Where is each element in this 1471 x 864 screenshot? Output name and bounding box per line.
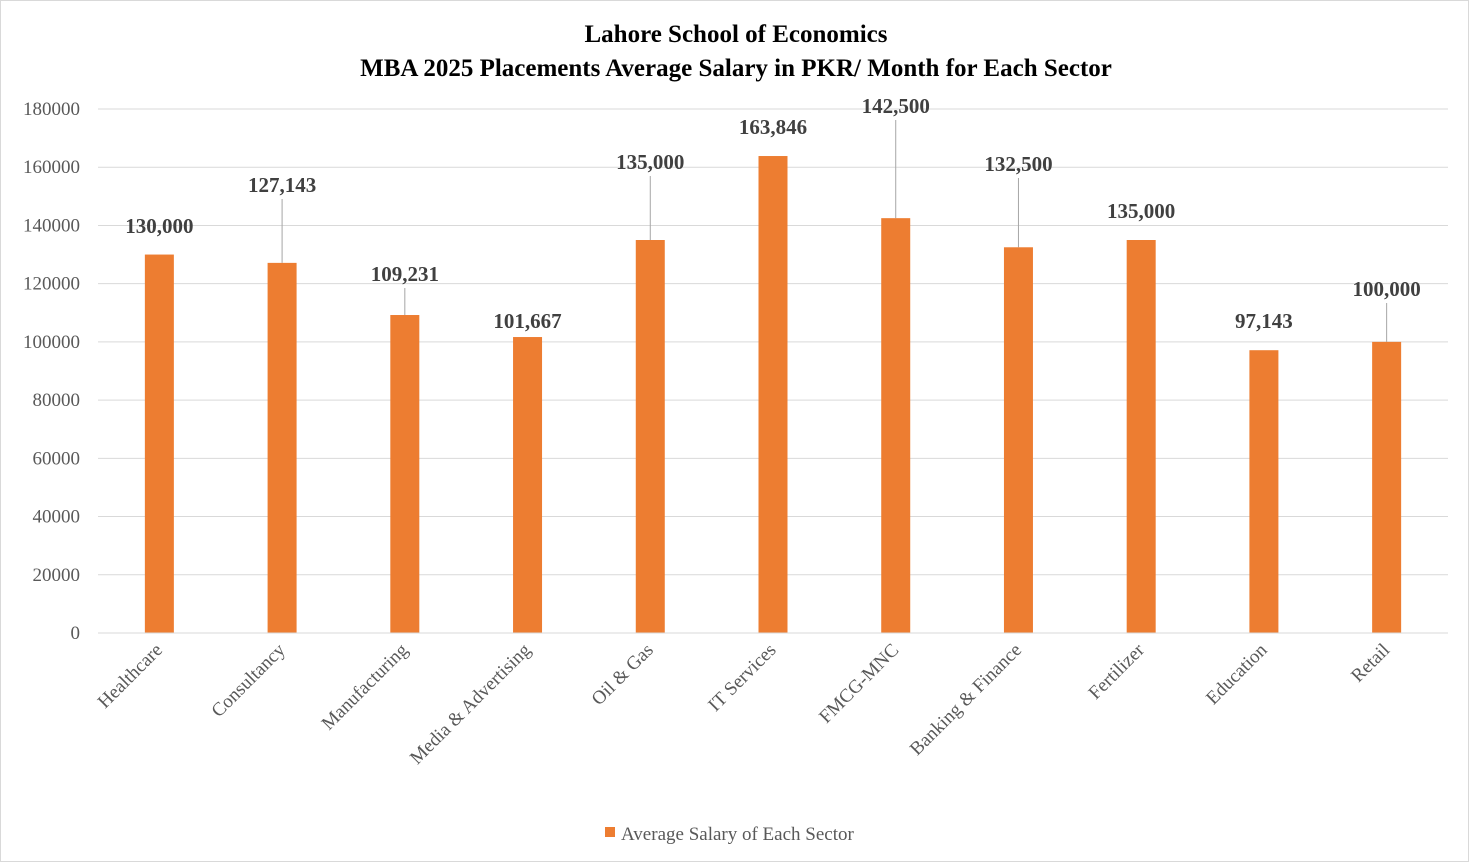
y-tick-label: 120000 xyxy=(23,274,80,295)
data-label: 109,231 xyxy=(371,262,439,286)
x-tick-label: Consultancy xyxy=(208,639,290,721)
x-tick-label: FMCG-MNC xyxy=(815,640,903,728)
x-tick-label: IT Services xyxy=(704,640,780,716)
data-label: 163,846 xyxy=(739,115,807,139)
bar xyxy=(513,337,543,633)
data-label: 101,667 xyxy=(493,309,561,333)
data-label: 100,000 xyxy=(1353,277,1421,301)
x-tick-label: Healthcare xyxy=(94,640,167,713)
x-tick-label: Education xyxy=(1202,639,1272,709)
x-tick-label: Media & Advertising xyxy=(406,639,535,768)
x-tick-label: Fertilizer xyxy=(1085,639,1150,704)
data-label: 135,000 xyxy=(616,150,684,174)
bars xyxy=(144,156,1402,634)
data-label: 127,143 xyxy=(248,173,316,197)
chart-subtitle: MBA 2025 Placements Average Salary in PK… xyxy=(360,55,1112,82)
y-tick-label: 140000 xyxy=(23,215,80,236)
x-tick-label: Manufacturing xyxy=(318,639,413,734)
y-tick-label: 0 xyxy=(71,623,81,644)
data-label: 130,000 xyxy=(125,214,193,238)
y-tick-label: 40000 xyxy=(33,507,81,528)
bar xyxy=(1372,341,1402,633)
x-tick-label: Oil & Gas xyxy=(588,640,658,710)
bar xyxy=(144,254,174,634)
bar xyxy=(635,240,665,633)
data-label: 132,500 xyxy=(984,152,1052,176)
y-tick-label: 60000 xyxy=(33,448,81,469)
bar xyxy=(758,156,788,633)
y-tick-label: 20000 xyxy=(33,565,81,586)
chart-title: Lahore School of Economics xyxy=(584,21,887,48)
y-tick-label: 160000 xyxy=(23,157,80,178)
bar xyxy=(1003,247,1033,633)
y-axis-ticks: 0 20000 40000 60000 80000 100000 120000 140000 1… xyxy=(23,99,80,644)
bar xyxy=(1126,240,1156,633)
bar xyxy=(881,218,911,633)
data-label: 97,143 xyxy=(1235,309,1293,333)
data-label: 142,500 xyxy=(862,94,930,118)
data-labels: 130,000 127,143 109,231 101,667 135,000 163,8… xyxy=(125,94,1421,333)
legend-swatch xyxy=(605,827,615,837)
x-axis-labels: Healthcare Consultancy ManufacturingMedia … xyxy=(94,639,1394,769)
legend-label: Average Salary of Each Sector xyxy=(621,824,854,845)
y-tick-label: 80000 xyxy=(33,390,81,411)
x-tick-label: Retail xyxy=(1347,640,1394,687)
bar xyxy=(390,315,420,633)
x-tick-label: Banking & Finance xyxy=(906,640,1026,760)
bar xyxy=(267,262,297,633)
leader-lines xyxy=(281,120,1388,342)
legend: Average Salary of Each Sector xyxy=(605,824,854,845)
y-tick-label: 100000 xyxy=(23,332,80,353)
y-tick-label: 180000 xyxy=(23,99,80,120)
bar xyxy=(1249,350,1279,633)
data-label: 135,000 xyxy=(1107,199,1175,223)
